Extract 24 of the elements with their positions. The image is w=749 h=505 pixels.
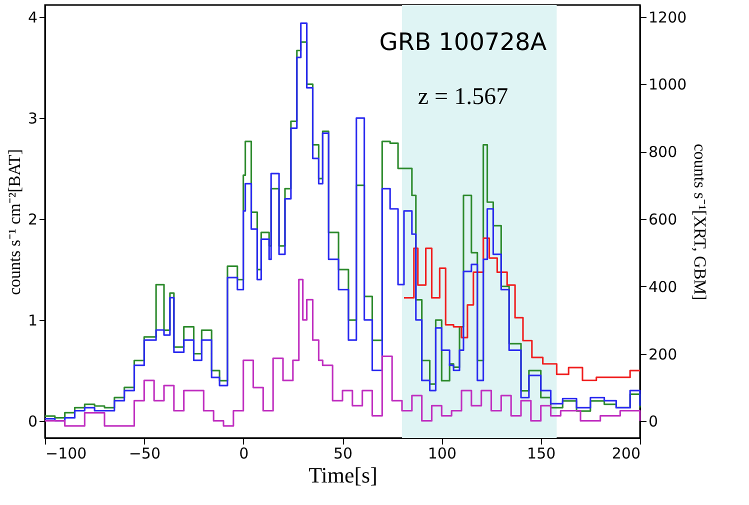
x-tick-label: 50 [333, 444, 353, 462]
y-tick-label: 4 [28, 8, 38, 27]
y2-tick-label: 800 [648, 143, 678, 162]
y2-axis-title: counts s⁻¹[XRT, GBM] [690, 144, 710, 300]
annotation: z = 1.567 [418, 84, 508, 110]
y2-tick-label: 200 [648, 345, 678, 364]
x-tick-label: 200 [612, 444, 640, 462]
x-tick-label: 0 [239, 444, 249, 462]
y2-tick-label: 0 [648, 412, 658, 431]
y2-tick-label: 600 [648, 210, 678, 228]
y-tick-label: 2 [28, 210, 38, 228]
x-tick-label: 100 [428, 444, 456, 462]
x-tick-label: −50 [128, 444, 160, 462]
y2-tick-label: 400 [648, 278, 678, 296]
y-tick-label: 0 [28, 412, 38, 430]
x-axis-title: Time[s] [308, 462, 378, 488]
y-tick-label: 3 [28, 110, 38, 128]
x-tick-label: 150 [527, 444, 556, 462]
y2-tick-label: 1200 [648, 8, 687, 26]
y-tick-label: 1 [28, 311, 38, 330]
annotation: GRB 100728A [379, 28, 548, 56]
y-axis-title: counts s⁻¹ cm⁻²[BAT] [4, 149, 24, 295]
x-tick-label: −100 [46, 444, 87, 462]
y2-tick-label: 1000 [648, 76, 687, 94]
